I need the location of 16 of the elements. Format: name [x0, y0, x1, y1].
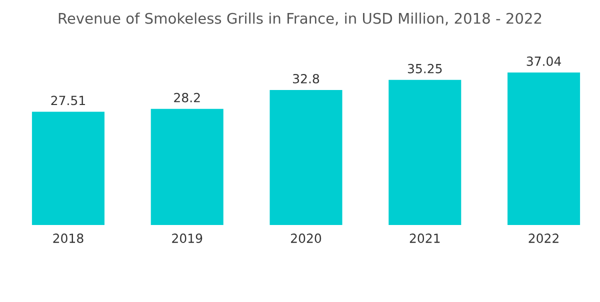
- bar: [150, 108, 224, 225]
- data-label: 37.04: [526, 56, 561, 66]
- chart-title: Revenue of Smokeless Grills in France, in USD Million, 2018 - 2022: [58, 12, 542, 26]
- data-label: 32.8: [293, 74, 320, 84]
- bar: [270, 90, 342, 225]
- x-tick-label: 2018: [53, 234, 84, 243]
- bar: [32, 112, 104, 225]
- bar: [388, 80, 462, 225]
- x-tick-label: 2022: [528, 234, 558, 243]
- x-tick-label: 2019: [172, 234, 202, 243]
- data-label: 35.25: [408, 64, 442, 74]
- data-label: 28.2: [174, 92, 200, 102]
- x-tick-label: 2020: [291, 234, 322, 243]
- bar: [508, 72, 580, 225]
- x-tick-label: 2021: [410, 234, 440, 243]
- data-label: 27.51: [51, 96, 85, 106]
